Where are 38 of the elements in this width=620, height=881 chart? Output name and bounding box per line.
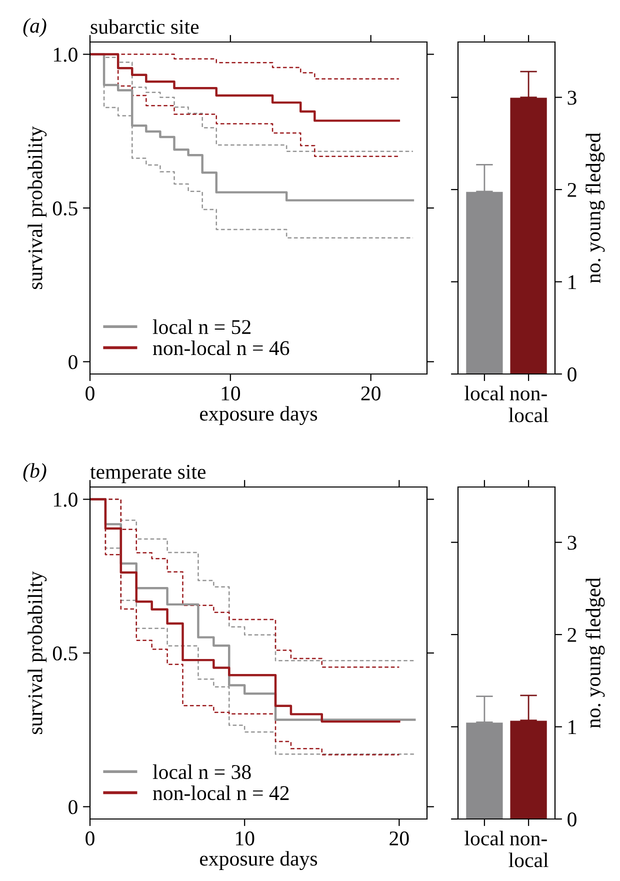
y-tick-label: 0	[68, 800, 78, 814]
x-tick-label: non-local	[508, 390, 548, 422]
y-tick-label: 1	[568, 275, 576, 290]
x-tick-label: non-local	[508, 835, 548, 868]
y-axis-title: no. young fledged	[586, 578, 605, 728]
y-tick-label: 0	[568, 812, 576, 826]
y-tick-label: 3	[568, 90, 576, 105]
x-tick-label: 20	[390, 831, 409, 846]
y-tick-label: 1	[568, 720, 576, 734]
chart-title: subarctic site	[90, 19, 199, 34]
y-tick-label: 3	[568, 536, 576, 550]
y-tick-label: 1.0	[54, 48, 78, 62]
y-tick-label: 1.0	[54, 492, 78, 507]
legend-label: local n = 38	[152, 764, 251, 780]
x-axis-title: exposure days	[200, 851, 318, 870]
y-tick-label: 2	[568, 628, 576, 642]
text: (b)	[23, 463, 46, 482]
x-tick-label: 10	[236, 831, 254, 846]
x-tick-label: local	[464, 830, 504, 846]
x-tick-label: 20	[361, 386, 380, 400]
x-tick-label: 0	[86, 386, 94, 400]
x-tick-label: 10	[222, 386, 240, 400]
x-tick-label: 0	[86, 831, 94, 846]
x-tick-label: local	[464, 386, 504, 400]
text: (a)	[23, 18, 46, 38]
y-tick-label: 0	[568, 367, 576, 382]
y-axis-title: no. young fledged	[586, 132, 605, 284]
y-axis-title: survival probability	[28, 126, 47, 290]
y-tick-label: 0	[68, 355, 78, 370]
chart-title: temperate site	[90, 464, 206, 484]
x-axis-title: exposure days	[200, 406, 318, 426]
y-tick-label: 2	[568, 182, 576, 197]
legend-label: local n = 52	[152, 319, 250, 334]
legend-label: non-local n = 46	[152, 340, 290, 356]
y-tick-label: 0.5	[52, 646, 78, 661]
legend-label: non-local n = 42	[152, 786, 289, 800]
y-tick-label: 0.5	[52, 201, 78, 216]
y-axis-title: survival probability	[28, 571, 47, 734]
